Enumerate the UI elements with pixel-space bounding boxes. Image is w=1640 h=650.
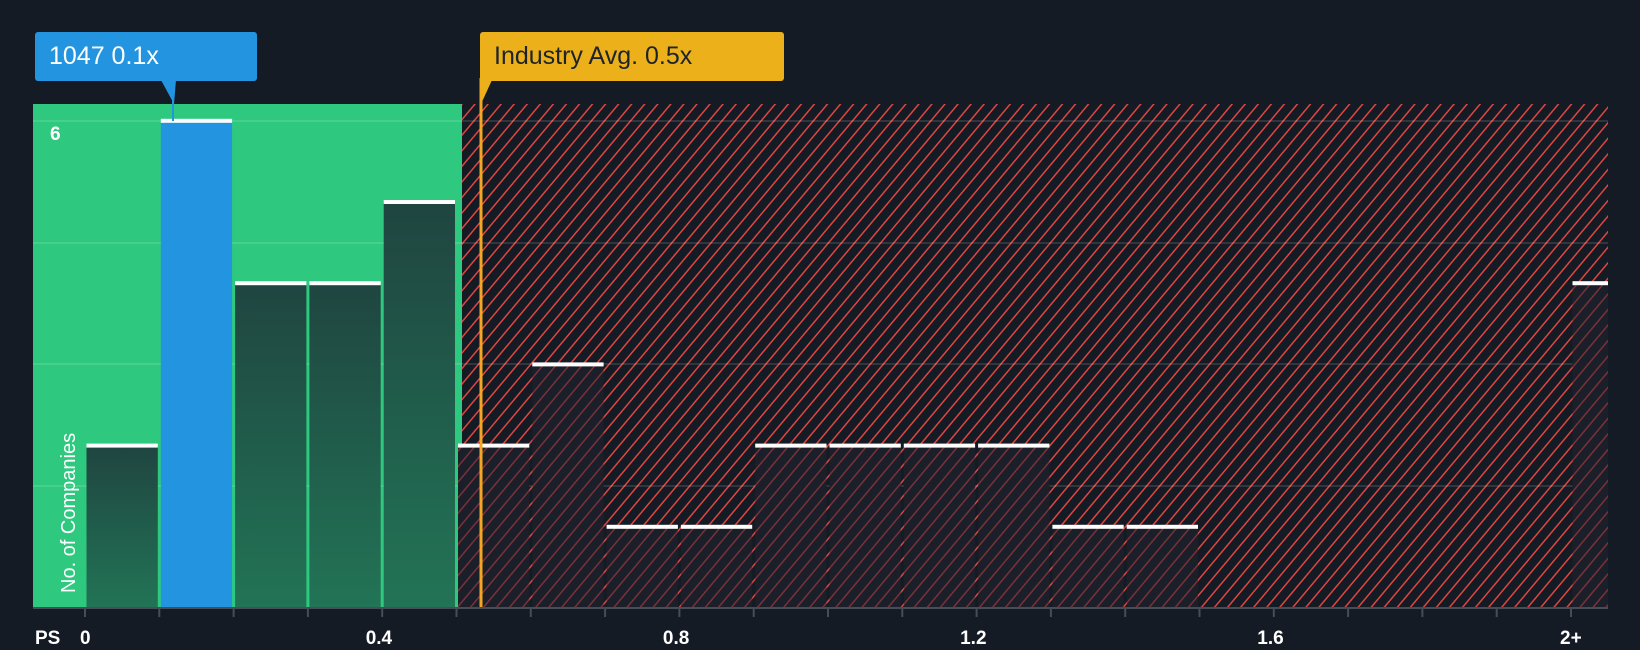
x-tick-label: 1.6: [1257, 628, 1284, 649]
bar-top-cap: [383, 200, 455, 204]
x-tick-label: 0.8: [662, 628, 690, 649]
x-tick-label: 2+: [1560, 628, 1582, 649]
bar-top-cap: [978, 443, 1050, 448]
x-axis-ticks: [84, 608, 1572, 617]
histogram-bar: [903, 445, 976, 608]
histogram-bar: [160, 120, 233, 609]
industry-average-callout: Industry Avg. 0.5x: [480, 32, 784, 81]
histogram-bar: [532, 364, 604, 608]
histogram-bars: [86, 118, 1608, 609]
x-tick-label: 0.4: [365, 628, 393, 649]
histogram-bar: [1052, 526, 1124, 608]
histogram-bar: [86, 445, 158, 608]
histogram-bar: [309, 283, 381, 608]
x-tick-label: 0: [80, 628, 91, 649]
histogram-bar: [829, 445, 901, 608]
bar-top-cap: [606, 524, 678, 529]
industry-callout-pointer: [480, 80, 492, 104]
bar-top-cap: [309, 281, 381, 286]
company-callout-label: 1047 0.1x: [49, 42, 159, 70]
bar-top-cap: [1126, 524, 1198, 529]
y-axis-title: No. of Companies: [58, 432, 80, 593]
bar-top-cap: [235, 281, 307, 286]
histogram-bar: [978, 445, 1050, 608]
bar-top-cap: [903, 443, 976, 448]
histogram-bar: [606, 526, 678, 608]
histogram-bar: [1126, 526, 1198, 608]
bar-top-cap: [160, 118, 233, 123]
x-axis-title: PS: [35, 628, 61, 649]
bar-top-cap: [86, 443, 158, 448]
bar-top-cap: [532, 362, 604, 367]
histogram-bar: [383, 202, 455, 608]
y-tick-label-top: 6: [50, 124, 61, 145]
bar-top-cap: [1052, 524, 1124, 529]
histogram-bar: [680, 526, 753, 608]
histogram-bar: [235, 283, 307, 608]
histogram-bar: [755, 445, 827, 608]
industry-callout-label: Industry Avg. 0.5x: [494, 42, 693, 70]
histogram-bar: [458, 445, 530, 608]
bar-top-cap: [829, 443, 901, 448]
bar-top-cap: [1572, 281, 1608, 286]
bar-top-cap: [680, 524, 753, 529]
bar-top-cap: [458, 443, 530, 448]
company-callout: 1047 0.1x: [35, 32, 257, 81]
bar-top-cap: [755, 443, 827, 448]
histogram-bar: [1572, 283, 1608, 608]
x-tick-label: 1.2: [960, 628, 987, 649]
